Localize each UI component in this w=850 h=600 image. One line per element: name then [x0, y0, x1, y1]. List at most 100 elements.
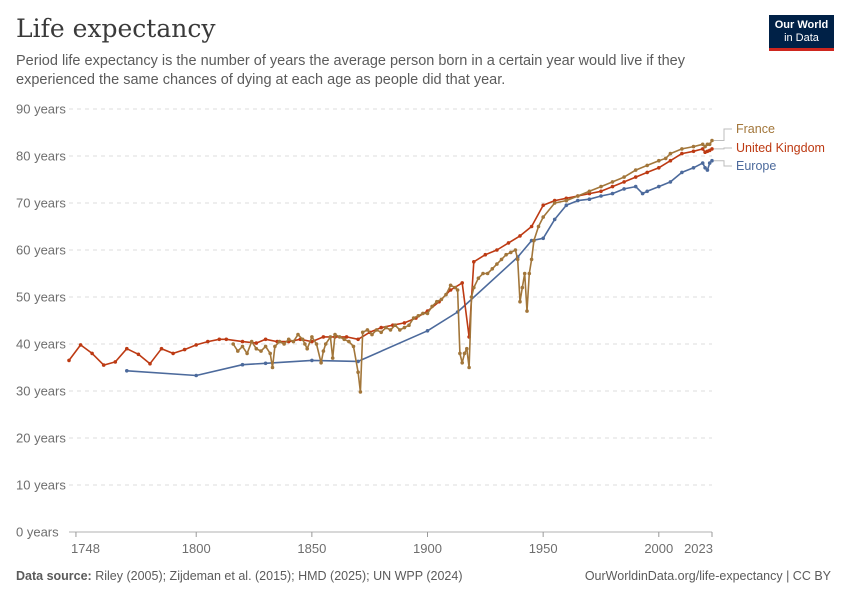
data-point[interactable]: [536, 224, 541, 229]
data-point[interactable]: [159, 346, 164, 351]
data-point[interactable]: [657, 184, 661, 189]
data-point[interactable]: [430, 304, 434, 309]
data-point[interactable]: [610, 191, 615, 196]
data-point[interactable]: [425, 311, 430, 316]
data-point[interactable]: [700, 161, 705, 165]
data-point[interactable]: [305, 346, 310, 351]
data-point[interactable]: [314, 342, 319, 346]
data-point[interactable]: [691, 144, 696, 149]
data-point[interactable]: [610, 184, 615, 189]
data-point[interactable]: [217, 337, 222, 342]
data-point[interactable]: [668, 158, 673, 163]
data-point[interactable]: [435, 299, 439, 304]
data-point[interactable]: [444, 292, 448, 297]
data-point[interactable]: [90, 351, 94, 356]
data-point[interactable]: [599, 184, 603, 189]
source-url-link[interactable]: OurWorldinData.org/life-expectancy | CC …: [584, 569, 831, 583]
data-point[interactable]: [388, 328, 393, 332]
data-point[interactable]: [421, 311, 425, 316]
data-point[interactable]: [282, 342, 286, 346]
data-point[interactable]: [263, 337, 268, 342]
data-point[interactable]: [541, 215, 545, 219]
data-point[interactable]: [259, 349, 263, 353]
data-point[interactable]: [576, 194, 580, 198]
legend-label[interactable]: Europe: [736, 159, 776, 173]
data-point[interactable]: [448, 283, 453, 288]
data-point[interactable]: [254, 341, 259, 345]
data-point[interactable]: [136, 352, 141, 357]
data-point[interactable]: [552, 201, 557, 205]
data-point[interactable]: [529, 224, 534, 229]
data-point[interactable]: [532, 238, 536, 243]
data-point[interactable]: [67, 358, 71, 363]
data-point[interactable]: [509, 250, 513, 255]
data-point[interactable]: [321, 349, 326, 353]
series-united-kingdom[interactable]: [67, 147, 714, 367]
data-point[interactable]: [522, 271, 527, 276]
data-point[interactable]: [703, 166, 707, 170]
data-point[interactable]: [599, 194, 603, 198]
data-point[interactable]: [303, 342, 307, 346]
data-point[interactable]: [495, 248, 499, 252]
data-point[interactable]: [379, 325, 384, 330]
data-point[interactable]: [231, 342, 235, 346]
data-point[interactable]: [707, 161, 712, 165]
data-point[interactable]: [700, 147, 705, 151]
data-point[interactable]: [402, 325, 407, 330]
data-point[interactable]: [379, 330, 384, 335]
data-point[interactable]: [291, 339, 296, 344]
data-point[interactable]: [467, 365, 471, 370]
data-point[interactable]: [691, 166, 696, 170]
series-line[interactable]: [126, 160, 713, 377]
data-point[interactable]: [472, 285, 476, 290]
data-point[interactable]: [485, 271, 490, 276]
data-point[interactable]: [462, 351, 467, 356]
data-point[interactable]: [668, 151, 673, 156]
series-europe[interactable]: [125, 158, 714, 378]
data-point[interactable]: [663, 156, 668, 161]
data-point[interactable]: [495, 262, 499, 266]
data-point[interactable]: [393, 323, 397, 328]
data-point[interactable]: [416, 314, 421, 318]
data-point[interactable]: [518, 299, 522, 304]
data-point[interactable]: [370, 332, 374, 337]
data-point[interactable]: [587, 189, 592, 194]
data-point[interactable]: [455, 288, 460, 292]
data-point[interactable]: [78, 343, 83, 347]
data-point[interactable]: [365, 328, 370, 332]
data-point[interactable]: [277, 339, 282, 344]
data-point[interactable]: [342, 337, 347, 342]
data-point[interactable]: [680, 147, 684, 151]
data-point[interactable]: [469, 295, 474, 299]
legend-label[interactable]: United Kingdom: [736, 141, 825, 155]
data-point[interactable]: [657, 158, 661, 163]
data-point[interactable]: [622, 180, 626, 184]
data-point[interactable]: [610, 180, 615, 184]
data-point[interactable]: [710, 158, 714, 163]
data-point[interactable]: [360, 330, 365, 335]
data-point[interactable]: [476, 276, 481, 281]
data-point[interactable]: [483, 252, 488, 257]
data-point[interactable]: [263, 361, 268, 366]
data-point[interactable]: [300, 337, 305, 342]
data-point[interactable]: [407, 323, 411, 328]
data-point[interactable]: [680, 151, 684, 156]
data-point[interactable]: [645, 170, 649, 175]
data-point[interactable]: [224, 337, 229, 342]
data-point[interactable]: [504, 252, 508, 257]
data-point[interactable]: [518, 234, 522, 238]
data-point[interactable]: [310, 358, 314, 363]
data-point[interactable]: [358, 390, 363, 394]
data-point[interactable]: [356, 337, 360, 342]
data-point[interactable]: [668, 180, 673, 184]
data-point[interactable]: [576, 198, 580, 203]
data-point[interactable]: [148, 361, 152, 366]
data-point[interactable]: [622, 187, 626, 191]
data-point[interactable]: [347, 339, 351, 344]
data-point[interactable]: [564, 198, 569, 203]
data-point[interactable]: [439, 297, 444, 302]
data-point[interactable]: [448, 288, 453, 292]
data-point[interactable]: [384, 325, 388, 330]
data-point[interactable]: [552, 217, 557, 222]
data-point[interactable]: [710, 138, 714, 143]
